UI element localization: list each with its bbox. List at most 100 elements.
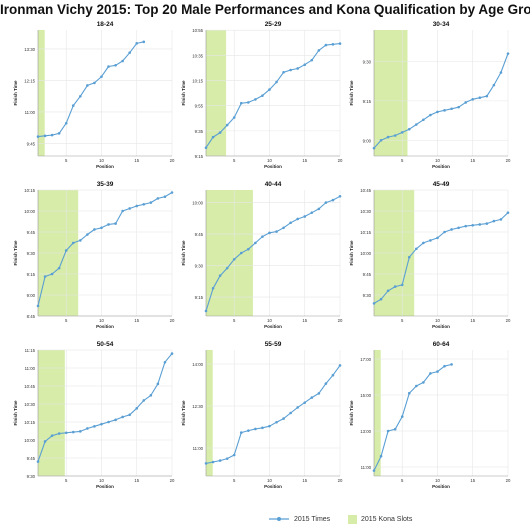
x-tick-label: 20 bbox=[506, 158, 511, 163]
data-point bbox=[142, 40, 146, 44]
data-point bbox=[450, 228, 453, 231]
data-point bbox=[225, 457, 229, 460]
data-point bbox=[100, 226, 103, 230]
data-point bbox=[492, 219, 496, 223]
data-point bbox=[211, 286, 215, 290]
data-point bbox=[436, 370, 439, 373]
data-point bbox=[275, 80, 278, 84]
data-point bbox=[247, 247, 250, 251]
data-point bbox=[289, 221, 292, 225]
kona-slots-band bbox=[206, 190, 253, 316]
data-point bbox=[100, 75, 103, 78]
data-point bbox=[422, 381, 425, 384]
y-tick-label: 10:00 bbox=[192, 201, 203, 206]
data-point bbox=[114, 418, 117, 422]
data-point bbox=[121, 59, 124, 63]
y-tick-label: 9:30 bbox=[27, 251, 36, 256]
data-point bbox=[296, 217, 299, 221]
data-point bbox=[372, 146, 376, 150]
data-point bbox=[156, 197, 160, 200]
y-tick-label: 12:30 bbox=[192, 404, 203, 409]
x-tick-label: 10 bbox=[435, 158, 440, 163]
series-line bbox=[37, 41, 144, 138]
data-point bbox=[211, 135, 215, 139]
chart-45-49: 45-49 9:30 9:45 10:00 10:15 10:30 10:45 5 10 15 20… bbox=[349, 181, 511, 329]
data-point bbox=[268, 424, 271, 428]
data-point bbox=[211, 460, 215, 464]
data-point bbox=[499, 71, 503, 74]
x-tick-label: 10 bbox=[435, 318, 440, 323]
y-tick-label: 10:00 bbox=[360, 251, 371, 256]
x-tick-label: 15 bbox=[470, 478, 475, 483]
data-point bbox=[225, 123, 229, 127]
x-tick-label: 20 bbox=[506, 478, 511, 483]
x-tick-label: 15 bbox=[470, 318, 475, 323]
x-tick-label: 20 bbox=[506, 318, 511, 323]
data-point bbox=[218, 459, 222, 462]
data-point bbox=[372, 302, 376, 305]
chart-35-39: 35-39 8:45 9:00 9:15 9:30 9:45 10:00 10:15 5 10 15… bbox=[13, 181, 175, 329]
x-axis-label: Position bbox=[264, 484, 282, 489]
data-point bbox=[268, 231, 271, 235]
data-point bbox=[386, 135, 390, 139]
data-point bbox=[415, 247, 418, 251]
data-point bbox=[422, 118, 425, 122]
chart-title: 18-24 bbox=[97, 21, 114, 28]
data-point bbox=[170, 191, 174, 194]
x-tick-label: 20 bbox=[170, 318, 175, 323]
y-tick-label: 13:30 bbox=[24, 47, 35, 52]
data-point bbox=[204, 146, 208, 150]
x-tick-label: 20 bbox=[338, 318, 343, 323]
y-tick-label: 10:55 bbox=[192, 28, 203, 33]
data-point bbox=[239, 251, 243, 255]
data-point bbox=[57, 132, 61, 135]
y-tick-label: 9:30 bbox=[195, 264, 204, 269]
y-tick-label: 11:15 bbox=[25, 348, 36, 353]
data-point bbox=[254, 98, 257, 101]
data-point bbox=[400, 415, 404, 418]
x-axis-label: Position bbox=[96, 484, 114, 489]
data-point bbox=[71, 241, 75, 245]
data-point bbox=[310, 396, 314, 399]
x-axis-label: Position bbox=[96, 324, 114, 329]
data-point bbox=[107, 420, 110, 424]
y-tick-label: 10:00 bbox=[24, 438, 35, 443]
x-tick-label: 15 bbox=[302, 318, 307, 323]
data-point bbox=[422, 241, 425, 245]
data-point bbox=[415, 384, 418, 388]
data-point bbox=[36, 304, 40, 308]
data-point bbox=[36, 135, 40, 138]
x-tick-label: 15 bbox=[134, 478, 139, 483]
chart-25-29: 25-29 9:15 9:35 9:55 10:15 10:35 10:55 5 10 15 20 P… bbox=[181, 21, 343, 169]
x-tick-label: 5 bbox=[233, 158, 236, 163]
y-tick-label: 10:30 bbox=[360, 209, 371, 214]
data-point bbox=[43, 134, 47, 138]
data-point bbox=[275, 230, 278, 233]
x-axis-label: Position bbox=[432, 164, 450, 169]
data-point bbox=[268, 88, 271, 91]
data-point bbox=[317, 49, 321, 52]
data-point bbox=[232, 116, 236, 119]
kona-slots-band bbox=[38, 30, 45, 156]
chart-50-54: 50-54 9:30 9:45 10:00 10:15 10:30 10:45 11:00 11… bbox=[13, 341, 175, 489]
y-tick-label: 10:15 bbox=[24, 420, 35, 425]
data-point bbox=[407, 255, 411, 259]
data-point bbox=[282, 226, 285, 230]
y-tick-label: 11:00 bbox=[25, 366, 36, 371]
legend-slots: 2015 Kona Slots bbox=[348, 515, 412, 524]
data-point bbox=[114, 222, 117, 225]
data-point bbox=[64, 431, 68, 435]
data-point bbox=[128, 413, 131, 417]
data-point bbox=[393, 285, 397, 288]
y-axis-label: Finish Time bbox=[13, 240, 18, 265]
x-tick-label: 15 bbox=[134, 158, 139, 163]
y-tick-label: 14:00 bbox=[192, 362, 203, 367]
chart-30-34: 30-34 9:00 9:15 9:30 5 10 15 20 Position Finish T… bbox=[349, 21, 511, 169]
data-point bbox=[379, 297, 383, 301]
y-tick-label: 10:15 bbox=[24, 188, 35, 193]
data-point bbox=[296, 67, 299, 70]
data-point bbox=[282, 417, 285, 420]
data-point bbox=[450, 363, 453, 366]
y-axis-label: Finish Time bbox=[349, 400, 354, 425]
data-point bbox=[121, 209, 124, 213]
